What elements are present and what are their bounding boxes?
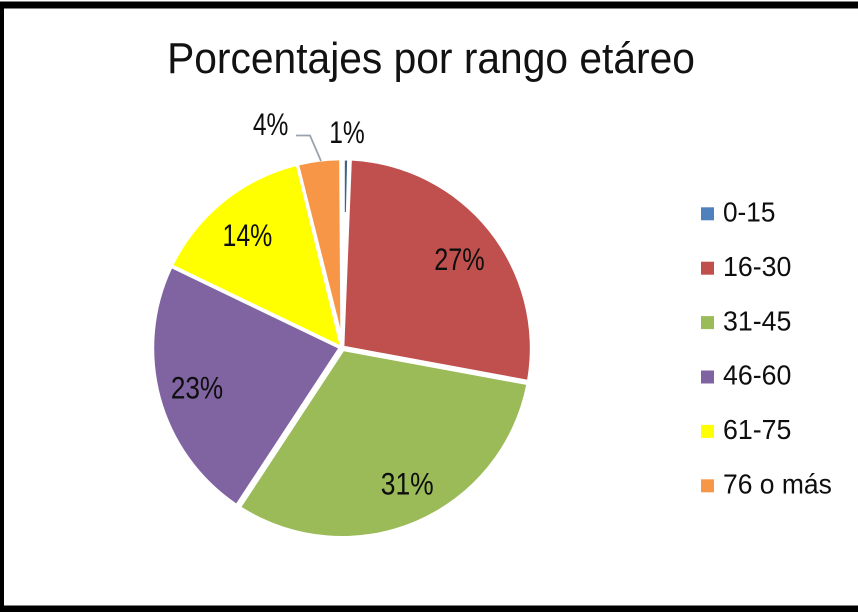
svg-text:46-60: 46-60 — [723, 359, 791, 391]
svg-text:14%: 14% — [223, 218, 273, 254]
svg-text:Porcentajes por rango etáreo: Porcentajes por rango etáreo — [167, 34, 695, 83]
svg-text:0-15: 0-15 — [723, 196, 775, 228]
svg-text:23%: 23% — [171, 371, 223, 406]
svg-text:76 o más: 76 o más — [723, 468, 832, 500]
svg-text:31%: 31% — [381, 468, 434, 503]
svg-text:61-75: 61-75 — [723, 414, 791, 446]
svg-text:4%: 4% — [253, 106, 288, 142]
svg-text:1%: 1% — [329, 114, 364, 150]
svg-text:31-45: 31-45 — [723, 305, 791, 337]
svg-text:16-30: 16-30 — [723, 250, 791, 282]
svg-text:27%: 27% — [434, 242, 484, 277]
